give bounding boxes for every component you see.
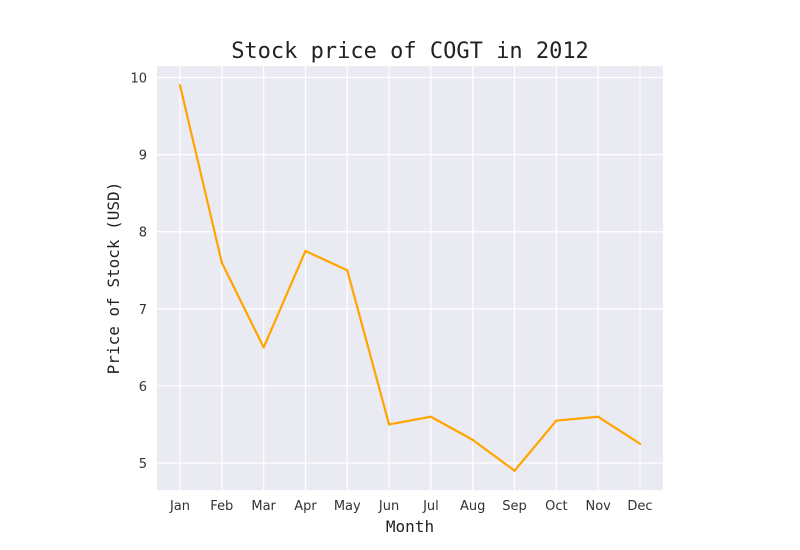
y-tick-label: 9: [139, 149, 147, 164]
y-tick-label: 8: [139, 226, 147, 241]
y-tick-label: 10: [130, 72, 147, 87]
tick-labels: Jan Feb Mar Apr May Jun Jul Aug Sep Oct Nov Dec 5 6 7 8…: [130, 72, 652, 514]
x-axis-label: Month: [386, 517, 434, 536]
data-point: [555, 419, 558, 422]
data-point: [262, 346, 265, 349]
data-point: [387, 423, 391, 426]
x-tick-label: Apr: [294, 499, 317, 514]
y-tick-label: 6: [139, 380, 147, 395]
plot-area: [157, 66, 663, 490]
x-tick-label: Jan: [169, 499, 190, 514]
y-tick-label: 5: [139, 457, 147, 472]
x-tick-label: Sep: [502, 499, 527, 514]
data-point: [638, 442, 642, 445]
data-point: [304, 249, 307, 253]
x-tick-label: Oct: [545, 499, 567, 514]
grid-lines: [157, 66, 663, 490]
data-point: [597, 415, 600, 418]
data-point: [178, 84, 182, 87]
x-tick-label: Mar: [251, 499, 276, 514]
y-tick-label: 7: [139, 303, 147, 318]
x-tick-label: Feb: [210, 499, 233, 514]
x-tick-label: Jun: [378, 499, 399, 514]
data-points: [178, 84, 642, 472]
data-point: [429, 415, 433, 418]
series-line: [178, 84, 642, 472]
x-tick-label: Aug: [460, 499, 485, 514]
x-tick-label: Dec: [627, 499, 652, 514]
data-point: [220, 261, 223, 264]
x-tick-label: Jul: [422, 499, 439, 514]
y-axis-label: Price of Stock (USD): [104, 182, 123, 375]
x-tick-label: May: [334, 499, 361, 514]
data-point: [346, 269, 349, 272]
x-tick-label: Nov: [585, 499, 611, 514]
data-point: [513, 469, 516, 472]
chart-title: Stock price of COGT in 2012: [231, 39, 589, 64]
data-point: [471, 438, 474, 441]
